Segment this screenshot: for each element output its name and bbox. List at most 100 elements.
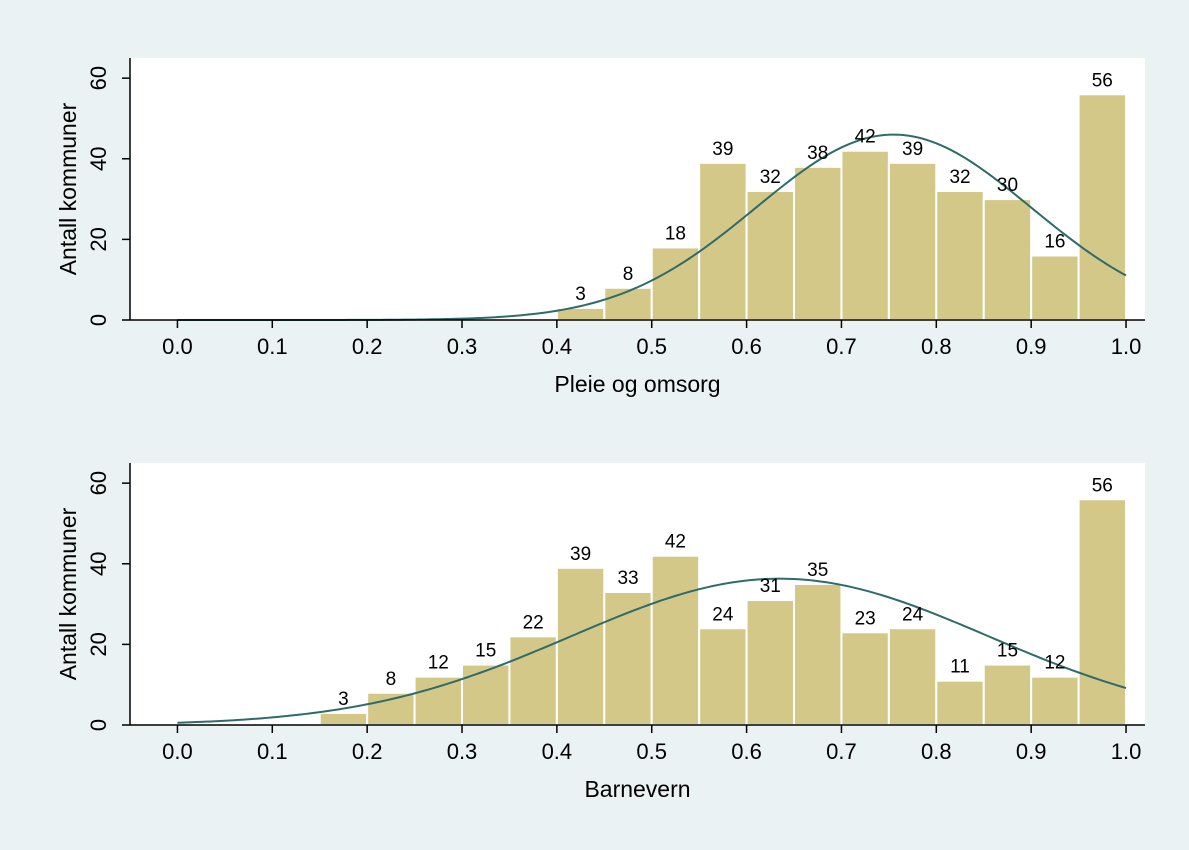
bar-value-label: 8	[386, 669, 397, 690]
x-tick-label: 0.6	[731, 739, 762, 764]
histogram-bar	[840, 149, 890, 321]
histogram-bar	[650, 554, 701, 727]
bar-value-label: 15	[475, 641, 496, 662]
histogram-bar	[698, 161, 748, 321]
y-axis-ticks: 0 20 40 60	[86, 471, 130, 731]
y-tick-label: 40	[86, 552, 111, 576]
x-tick-label: 0.4	[542, 739, 573, 764]
histogram-bar	[1030, 254, 1080, 321]
bar-value-label: 42	[855, 127, 876, 148]
histogram-bar	[555, 566, 606, 726]
bar-value-label: 18	[665, 223, 686, 244]
bar-value-label: 12	[1044, 653, 1065, 674]
bar-value-label: 38	[807, 143, 828, 164]
bar-value-labels: 3 8 12 15 22 39 33 42 24 31 35 23 24 11 15 12 56	[338, 475, 1113, 710]
bar-value-label: 56	[1092, 475, 1113, 496]
bar-value-label: 30	[997, 175, 1018, 196]
x-tick-label: 0.2	[352, 739, 383, 764]
histogram-bar	[461, 663, 511, 726]
histogram-bar	[318, 711, 369, 727]
x-axis-ticks: 0.0 0.1 0.2 0.3 0.4 0.5 0.6 0.7 0.8 0.9 1.0	[162, 320, 1141, 359]
histogram-bar	[1077, 93, 1128, 322]
y-tick-label: 0	[86, 719, 111, 731]
y-axis-label: Antall kommuner	[55, 102, 81, 275]
bar-value-label: 22	[523, 612, 544, 633]
histogram-bar	[793, 165, 843, 321]
histogram-bar	[982, 198, 1033, 321]
bar-value-label: 24	[712, 604, 734, 625]
x-tick-label: 0.3	[447, 739, 478, 764]
x-tick-label: 0.9	[1016, 334, 1047, 359]
histogram-bar	[935, 679, 985, 727]
y-tick-label: 40	[86, 147, 111, 171]
x-tick-label: 0.4	[542, 334, 573, 359]
histogram-bar	[603, 286, 653, 321]
x-axis-ticks: 0.0 0.1 0.2 0.3 0.4 0.5 0.6 0.7 0.8 0.9 1.0	[162, 725, 1141, 764]
bar-value-label: 42	[665, 532, 686, 553]
x-tick-label: 0.6	[731, 334, 762, 359]
bar-value-label: 23	[855, 608, 876, 629]
y-axis-label: Antall kommuner	[55, 507, 81, 680]
bar-value-label: 33	[617, 568, 638, 589]
histogram-bar	[982, 663, 1033, 726]
bar-value-label: 3	[338, 689, 349, 710]
histogram-panel-barnevern: 3 8 12 15 22 39 33 42 24 31 35 23 24 11 15 12 56 0 20 40 60…	[55, 463, 1145, 802]
bar-value-label: 3	[575, 284, 586, 305]
bar-value-label: 24	[902, 604, 924, 625]
y-tick-label: 20	[86, 227, 111, 251]
bar-value-label: 11	[950, 657, 970, 678]
bar-value-label: 32	[949, 167, 970, 188]
x-tick-label: 1.0	[1111, 739, 1142, 764]
x-tick-label: 0.1	[257, 739, 288, 764]
histogram-bar	[793, 582, 843, 727]
histogram-bar	[745, 599, 796, 726]
x-tick-label: 0.7	[826, 739, 857, 764]
normal-density-curve	[177, 577, 1127, 724]
x-tick-label: 0.3	[447, 334, 478, 359]
bars	[555, 93, 1128, 322]
x-tick-label: 1.0	[1111, 334, 1142, 359]
bar-value-label: 39	[712, 139, 733, 160]
bar-value-label: 39	[902, 139, 923, 160]
bar-value-label: 15	[997, 641, 1018, 662]
x-axis-label: Barnevern	[584, 776, 690, 802]
histogram-bar	[887, 161, 938, 321]
x-tick-label: 0.0	[162, 739, 193, 764]
x-tick-label: 0.1	[257, 334, 288, 359]
histogram-bar	[1077, 498, 1128, 726]
histogram-bar	[698, 627, 748, 726]
histogram-bar	[413, 675, 464, 727]
x-tick-label: 0.8	[921, 334, 952, 359]
bar-value-label: 35	[807, 560, 828, 581]
x-tick-label: 0.5	[636, 334, 667, 359]
bar-value-label: 56	[1092, 70, 1113, 91]
x-tick-label: 0.0	[162, 334, 193, 359]
bar-value-label: 16	[1044, 232, 1065, 253]
histogram-bar	[508, 635, 558, 726]
bar-value-label: 31	[760, 576, 781, 597]
x-tick-label: 0.2	[352, 334, 383, 359]
x-tick-label: 0.7	[826, 334, 857, 359]
histogram-bar	[887, 627, 938, 726]
y-tick-label: 0	[86, 314, 111, 326]
bar-value-label: 8	[623, 264, 634, 285]
bar-value-label: 12	[428, 653, 449, 674]
histogram-bar	[840, 631, 890, 726]
x-axis-label: Pleie og omsorg	[554, 371, 720, 397]
histogram-bar	[1030, 675, 1080, 727]
x-tick-label: 0.9	[1016, 739, 1047, 764]
y-tick-label: 60	[86, 66, 111, 90]
histogram-bar	[650, 246, 701, 321]
bar-value-label: 39	[570, 544, 591, 565]
x-tick-label: 0.8	[921, 739, 952, 764]
x-tick-label: 0.5	[636, 739, 667, 764]
y-tick-label: 60	[86, 471, 111, 495]
histogram-bar	[935, 190, 985, 321]
histogram-bar	[366, 691, 416, 726]
bar-value-label: 32	[760, 167, 781, 188]
y-axis-ticks: 0 20 40 60	[86, 66, 130, 326]
y-tick-label: 20	[86, 632, 111, 656]
